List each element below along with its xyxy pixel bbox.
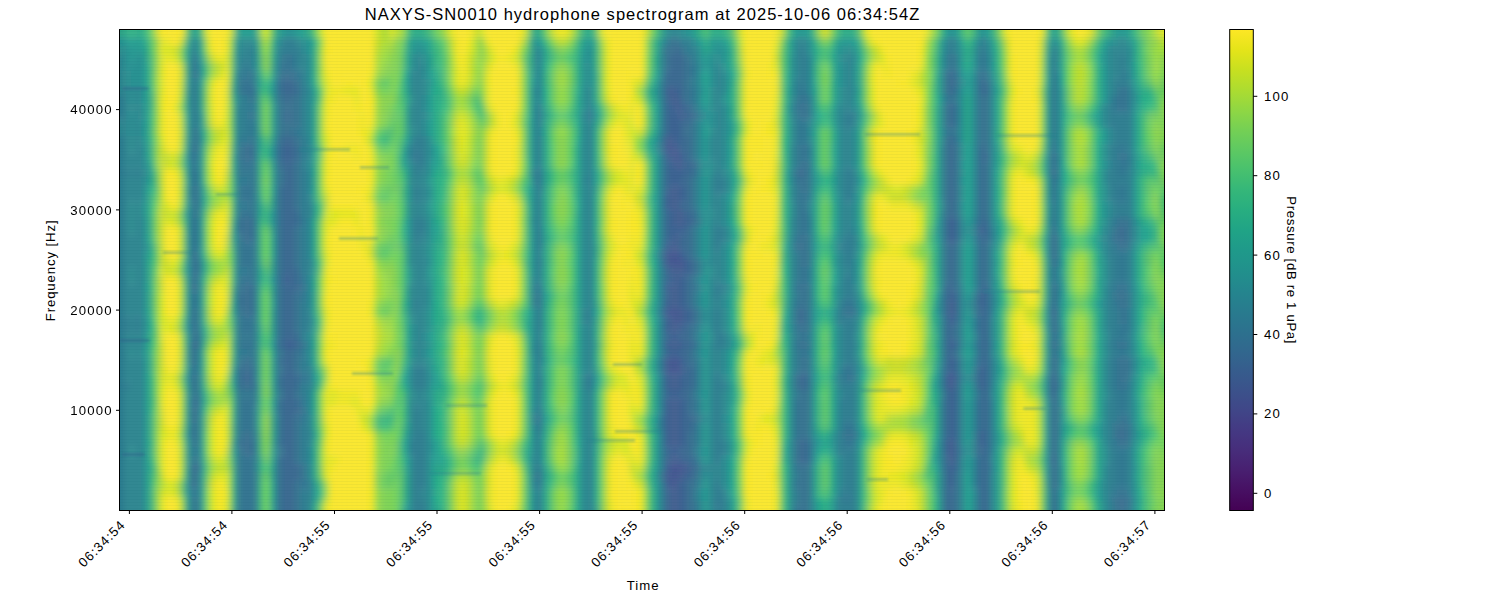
- svg-text:Frequency [Hz]: Frequency [Hz]: [43, 220, 58, 322]
- svg-text:100: 100: [1264, 89, 1289, 104]
- svg-text:20000: 20000: [70, 303, 112, 318]
- svg-text:40000: 40000: [70, 102, 112, 117]
- svg-text:80: 80: [1264, 168, 1281, 183]
- svg-text:40: 40: [1264, 327, 1281, 342]
- svg-text:Time: Time: [627, 578, 660, 593]
- svg-text:Pressure [dB re 1 uPa]: Pressure [dB re 1 uPa]: [1284, 196, 1299, 344]
- svg-text:20: 20: [1264, 406, 1281, 421]
- svg-text:0: 0: [1264, 486, 1272, 501]
- svg-text:10000: 10000: [70, 403, 112, 418]
- svg-text:60: 60: [1264, 248, 1281, 263]
- svg-text:30000: 30000: [70, 203, 112, 218]
- svg-text:NAXYS-SN0010 hydrophone spectr: NAXYS-SN0010 hydrophone spectrogram at 2…: [365, 5, 921, 23]
